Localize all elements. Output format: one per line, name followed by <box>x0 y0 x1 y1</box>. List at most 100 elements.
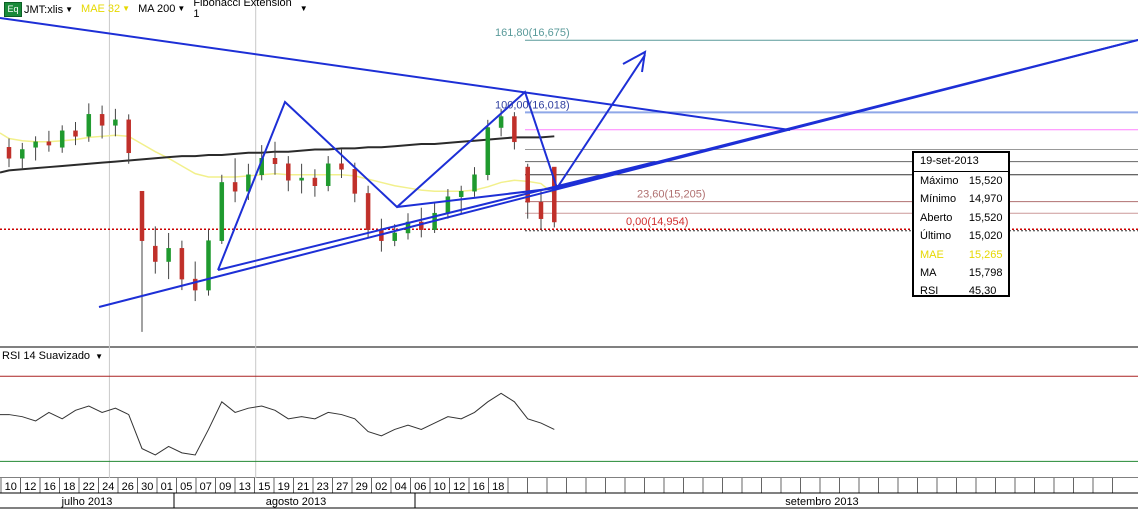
support-trendline <box>396 187 558 208</box>
info-row: RSI 45,30 <box>914 282 1008 300</box>
candle-body <box>232 182 238 192</box>
data-info-box: 19-set-2013 Máximo 15,520 Mínimo 14,970 Aber… <box>912 151 1010 297</box>
day-tick-label: 18 <box>63 481 75 493</box>
rsi-line <box>0 392 555 456</box>
fib-label-line2: 1 <box>193 8 200 20</box>
candle-body <box>33 141 38 148</box>
candle-body <box>339 163 344 170</box>
candle-body <box>46 141 52 146</box>
day-tick-label: 24 <box>102 481 114 493</box>
day-tick-label: 10 <box>434 481 446 493</box>
candle-body <box>113 119 118 126</box>
candle-body <box>59 130 65 148</box>
candle-body <box>126 119 131 154</box>
mae-label: MAE 32 <box>81 3 121 15</box>
info-date: 19-set-2013 <box>914 153 1008 172</box>
day-tick-label: 30 <box>141 481 153 493</box>
day-tick-label: 16 <box>473 481 485 493</box>
candle-body <box>286 163 291 181</box>
candle-body <box>272 158 278 165</box>
arrow-head <box>622 50 647 73</box>
rsi-title: RSI 14 Suavizado <box>2 350 91 362</box>
candle-body <box>166 248 171 262</box>
fibonacci-lines <box>0 39 1138 232</box>
candle-body <box>538 201 544 219</box>
channel-trendline <box>217 161 656 271</box>
candle-body <box>552 166 557 223</box>
info-value: 14,970 <box>968 193 1003 206</box>
info-key: MAE <box>920 248 944 261</box>
info-key: Aberto <box>920 211 953 224</box>
rsi-chart <box>0 375 1138 462</box>
candle-body <box>325 163 331 186</box>
day-tick-label: 12 <box>453 481 465 493</box>
caret-down-icon: ▼ <box>95 352 104 361</box>
info-value: 15,798 <box>968 266 1003 279</box>
candle-body <box>299 177 304 181</box>
day-tick-label: 18 <box>492 481 504 493</box>
day-tick-label: 10 <box>5 481 17 493</box>
info-value: 45,30 <box>968 285 997 298</box>
fib-label: 161,80(16,675) <box>495 27 570 39</box>
mae-indicator-selector[interactable]: MAE 32 ▼ <box>77 0 134 18</box>
day-tick-label: 12 <box>24 481 36 493</box>
fib-label: 0,00(14,954) <box>626 216 688 228</box>
x-axis: 10 12 16 18 22 24 26 30 01 05 07 09 13 15 19 21 23 27 29 02… <box>0 478 1138 518</box>
trendlines[interactable] <box>0 17 1138 308</box>
symbol-selector[interactable]: Eq JMT:xlis ▼ <box>0 0 77 19</box>
candle-body <box>485 127 491 176</box>
candle-body <box>472 174 477 192</box>
month-label: agosto 2013 <box>266 496 327 508</box>
fib-label: 100,00(16,018) <box>495 99 570 111</box>
candle-body <box>458 190 464 197</box>
day-tick-label: 27 <box>336 481 348 493</box>
candle-body <box>312 177 318 186</box>
day-tick-label: 02 <box>375 481 387 493</box>
day-tick-label: 01 <box>161 481 173 493</box>
candle-body <box>153 245 158 262</box>
info-value: 15,265 <box>968 248 1003 261</box>
candle-body <box>192 278 198 291</box>
info-key: RSI <box>920 285 939 298</box>
equity-icon: Eq <box>4 2 22 17</box>
fib-label-line1: Fibonacci Extension <box>193 0 292 9</box>
info-row: Último 15,020 <box>914 227 1008 245</box>
day-tick-label: 19 <box>278 481 290 493</box>
symbol-label: JMT:xlis <box>24 3 64 16</box>
info-key: Mínimo <box>920 193 957 206</box>
candle-body <box>99 114 105 126</box>
day-tick-label: 21 <box>297 481 309 493</box>
info-row: Aberto 15,520 <box>914 209 1008 227</box>
day-tick-label: 04 <box>395 481 407 493</box>
fib-label: 23,60(15,205) <box>637 189 706 201</box>
axis-background <box>0 478 1138 518</box>
candle-body <box>6 147 12 159</box>
day-tick-label: 06 <box>414 481 426 493</box>
day-tick-label: 07 <box>200 481 212 493</box>
info-rows: Máximo 15,520 Mínimo 14,970 Aberto 15,520 Últi… <box>914 172 1008 301</box>
rsi-indicator-selector[interactable]: RSI 14 Suavizado ▼ <box>2 350 103 362</box>
candle-body <box>365 193 371 230</box>
candle-body <box>512 116 517 143</box>
ma-label: MA 200 <box>138 3 176 15</box>
day-tick-label: 22 <box>83 481 95 493</box>
candle-body <box>179 248 185 280</box>
info-value: 15,520 <box>968 211 1003 224</box>
candle-body <box>445 196 451 214</box>
chart-toolbar: Eq JMT:xlis ▼ MAE 32 ▼ MA 200 ▼ Fibonacc… <box>0 0 312 24</box>
candle-body <box>20 149 25 159</box>
month-label: julho 2013 <box>61 496 113 508</box>
caret-down-icon: ▼ <box>177 4 186 13</box>
fibonacci-selector[interactable]: Fibonacci Extension 1 ▼ <box>189 0 311 22</box>
candle-body <box>86 114 92 137</box>
candle-body <box>73 130 78 137</box>
info-row: MA 15,798 <box>914 264 1008 282</box>
descending-trendline <box>0 17 791 131</box>
candle-body <box>392 232 397 241</box>
day-tick-label: 09 <box>219 481 231 493</box>
candle-body <box>525 166 530 203</box>
day-tick-label: 23 <box>317 481 329 493</box>
candle-body <box>139 190 145 241</box>
day-tick-label: 26 <box>122 481 134 493</box>
ma-indicator-selector[interactable]: MA 200 ▼ <box>134 0 189 18</box>
